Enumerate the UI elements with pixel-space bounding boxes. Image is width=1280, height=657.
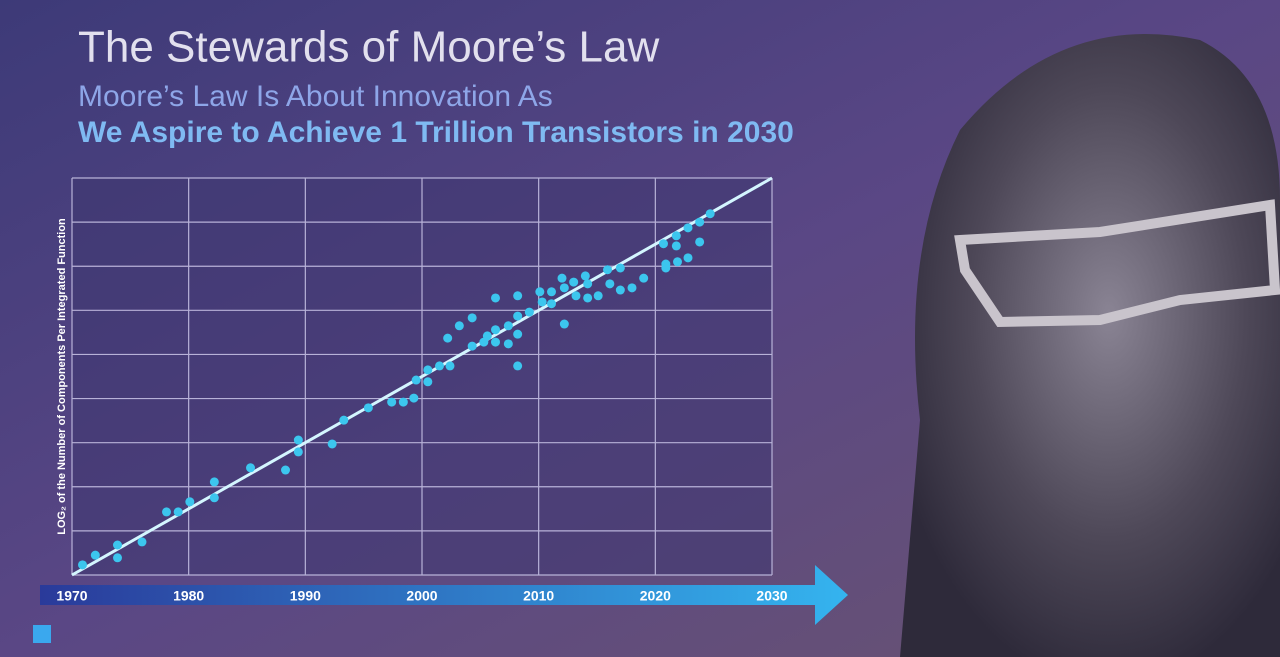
data-point [467, 341, 477, 351]
data-point [671, 241, 681, 251]
x-tick-label: 1980 [173, 588, 204, 604]
data-point [454, 321, 464, 331]
data-point [162, 507, 171, 517]
data-point [695, 217, 705, 227]
data-point [683, 223, 693, 233]
x-tick-label: 1990 [290, 588, 321, 604]
data-point [580, 271, 590, 281]
data-point [173, 507, 183, 517]
data-point [513, 361, 523, 371]
chart: 1970 1980 1990 2000 2010 2020 2030 LOG₂ of the … [56, 176, 788, 604]
data-point [293, 447, 303, 457]
subtitle: Moore’s Law Is About Innovation As [78, 80, 553, 113]
data-point [547, 287, 556, 297]
data-point [513, 311, 523, 321]
data-point [327, 439, 337, 449]
data-point [491, 293, 500, 303]
data-point [387, 397, 397, 407]
data-point [339, 415, 349, 425]
data-point [603, 265, 612, 275]
data-point [705, 209, 715, 219]
data-point [409, 393, 419, 403]
data-point [209, 477, 219, 487]
data-point [547, 299, 556, 309]
data-point [281, 465, 290, 475]
portrait [900, 34, 1280, 657]
data-point [90, 550, 100, 560]
data-point [513, 291, 523, 301]
data-point [671, 231, 681, 241]
x-tick-label: 1970 [56, 588, 87, 604]
x-tick-label: 2000 [406, 588, 437, 604]
y-axis-label: LOG₂ of the Number of Components Per Int… [56, 218, 68, 535]
data-point [137, 537, 147, 547]
data-point [411, 375, 421, 385]
data-point [571, 291, 581, 301]
time-arrow [40, 565, 848, 625]
data-point [491, 337, 500, 347]
title: The Stewards of Moore’s Law [78, 23, 659, 72]
data-point [559, 319, 569, 329]
data-point [683, 253, 693, 263]
data-point [583, 279, 593, 289]
x-tick-label: 2030 [756, 588, 787, 604]
data-point [639, 273, 649, 283]
data-point [113, 540, 122, 550]
data-point [615, 263, 625, 273]
portrait-glasses [954, 199, 1280, 328]
data-point [491, 325, 500, 335]
data-point [559, 283, 569, 293]
data-point [583, 293, 593, 303]
data-point [605, 279, 615, 289]
data-point [185, 497, 195, 507]
data-point [445, 361, 455, 371]
data-point [569, 277, 579, 287]
data-point [482, 331, 492, 341]
data-point [503, 339, 513, 349]
x-tick-label: 2010 [523, 588, 554, 604]
x-tick-label: 2020 [640, 588, 671, 604]
data-point [293, 435, 303, 445]
tagline: We Aspire to Achieve 1 Trillion Transist… [78, 116, 794, 149]
data-point [363, 403, 373, 413]
data-point [557, 273, 567, 283]
data-point [513, 329, 523, 339]
data-point [467, 313, 477, 323]
data-point [661, 263, 671, 273]
data-point [423, 377, 433, 387]
data-point [593, 291, 603, 301]
data-point [627, 283, 637, 293]
data-point [695, 237, 705, 247]
data-point [443, 333, 453, 343]
data-point [435, 361, 444, 371]
data-point [78, 560, 87, 570]
data-point [615, 285, 625, 295]
data-point [673, 257, 682, 267]
data-point [113, 553, 122, 563]
data-point [246, 463, 255, 473]
data-point [535, 287, 545, 297]
data-point [398, 397, 408, 407]
data-point [659, 239, 668, 249]
data-point [524, 307, 534, 317]
data-point [537, 297, 547, 307]
logo-square [33, 625, 51, 643]
data-point [503, 321, 513, 331]
trend-line [71, 176, 773, 577]
data-point [423, 365, 433, 375]
data-point [209, 493, 219, 503]
